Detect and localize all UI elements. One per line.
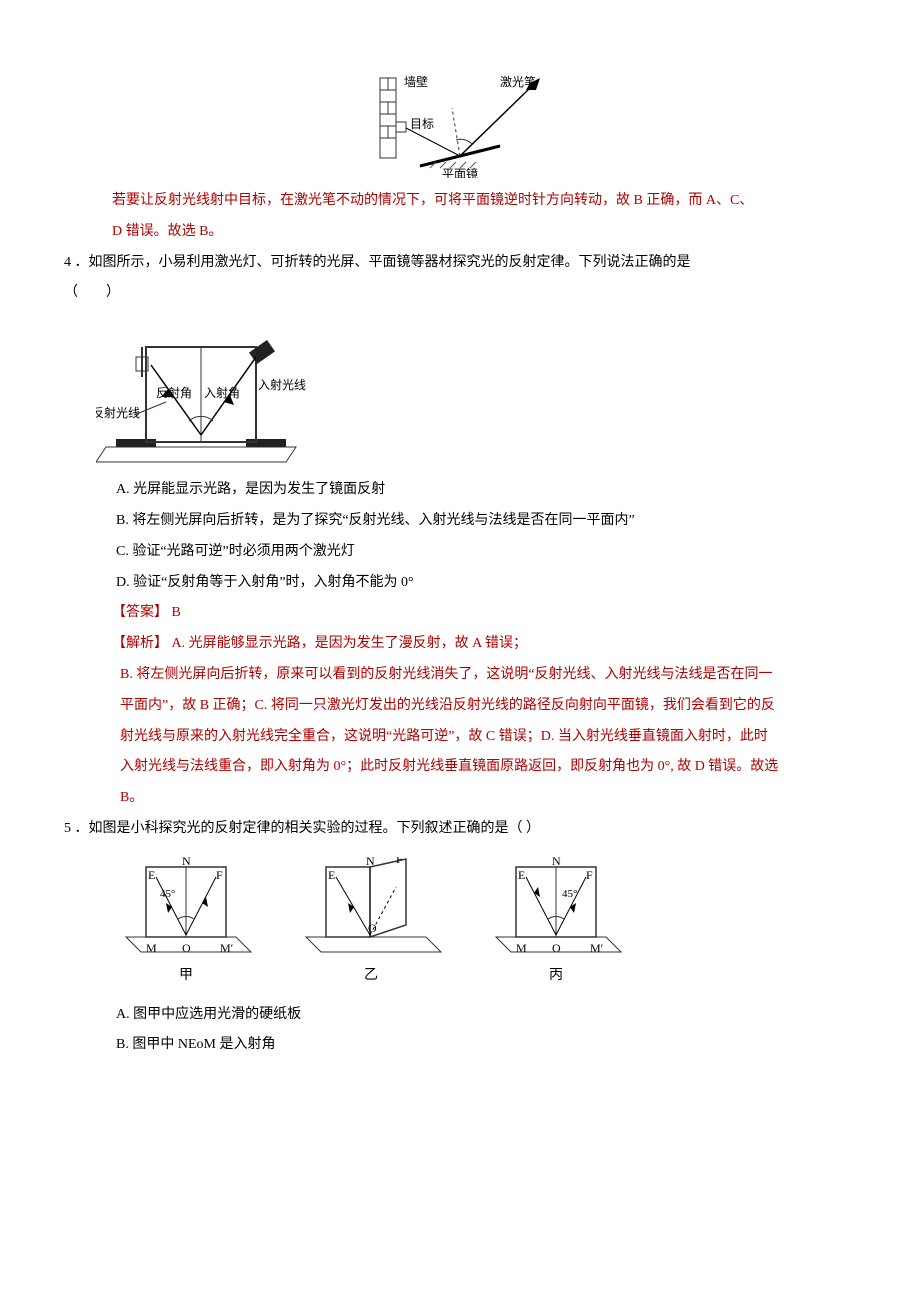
q4-analysis-b5: B。 [120,783,864,814]
q4-answer-label: 【答案】 [112,605,168,620]
q5-figure-bing: E N F M O M′ 45° 丙 [486,857,626,992]
q3-solution-line2: D 错误。故选 B。 [112,217,864,248]
q5-figure-yi: E N F O 乙 [296,857,446,992]
label-M2-bing: M′ [590,941,604,955]
figure-laser-wall: 墙壁 目标 平面镜 激光笔 [56,68,864,178]
q4-analysis-b4: 入射光线与法线重合，即入射角为 0°；此时反射光线垂直镜面原路返回，即反射角也为… [120,752,864,783]
q5-option-b: B. 图甲中 NEoM 是入射角 [116,1030,864,1061]
q4-analysis-b2: 平面内”，故 B 正确；C. 将同一只激光灯发出的光线沿反射光线的路径反向射向平… [120,691,864,722]
q4-answer: B [172,605,181,620]
label-incident-ray: 入射光线 [258,377,306,392]
q4-figure: 反射光线 反射角 入射角 入射光线 [56,317,864,467]
q4-analysis-a: A. 光屏能够显示光路，是因为发生了漫反射，故 A 错误； [172,636,527,651]
q4-option-b: B. 将左侧光屏向后折转，是为了探究“反射光线、入射光线与法线是否在同一平面内” [116,506,864,537]
label-M-bing: M [516,941,527,955]
label-45-bing: 45° [562,888,577,900]
caption-bing: 丙 [486,961,626,992]
q4-stem-row: 4 ．如图所示，小易利用激光灯、可折转的光屏、平面镜等器材探究光的反射定律。下列… [64,248,864,279]
q5-figure-jia: E N F M O M′ 45° 甲 [116,857,256,992]
q5-option-a: A. 图甲中应选用光滑的硬纸板 [116,1000,864,1031]
q4-option-a: A. 光屏能显示光路，是因为发生了镜面反射 [116,475,864,506]
label-M2-jia: M′ [220,941,234,955]
caption-yi: 乙 [296,961,446,992]
q4-option-d: D. 验证“反射角等于入射角”时，入射角不能为 0° [116,568,864,599]
q4-paren: （ ） [64,278,864,309]
label-E-yi: E [328,868,335,882]
q4-analysis-b1: B. 将左侧光屏向后折转，原来可以看到的反射光线消失了，这说明“反射光线、入射光… [120,660,864,691]
label-F-yi: F [396,857,403,866]
q4-option-c: C. 验证“光路可逆”时必须用两个激光灯 [116,537,864,568]
label-E-bing: E [518,868,525,882]
q5-stem: ．如图是小科探究光的反射定律的相关实验的过程。下列叙述正确的是（ ） [75,821,541,836]
q5-number: 5 [64,821,71,836]
label-O-yi: O [368,921,377,935]
caption-jia: 甲 [116,961,256,992]
label-reflect-ray: 反射光线 [96,405,140,420]
label-pen: 激光笔 [500,74,536,89]
label-N-jia: N [182,857,191,868]
q4-stem: ．如图所示，小易利用激光灯、可折转的光屏、平面镜等器材探究光的反射定律。下列说法… [75,255,691,270]
label-incident-angle: 入射角 [204,385,240,400]
label-F-jia: F [216,868,223,882]
label-target: 目标 [410,117,434,131]
q4-answer-row: 【答案】 B [112,598,864,629]
q3-solution-line1: 若要让反射光线射中目标，在激光笔不动的情况下，可将平面镜逆时针方向转动，故 B … [112,186,864,217]
label-N-bing: N [552,857,561,868]
label-wall: 墙壁 [404,74,428,89]
label-O-jia: O [182,941,191,955]
label-N-yi: N [366,857,375,868]
q4-number: 4 [64,255,71,270]
q5-figure-row: E N F M O M′ 45° 甲 E N F O [116,857,864,992]
q4-analysis-label: 【解析】 [112,636,168,651]
label-E-jia: E [148,868,155,882]
label-O-bing: O [552,941,561,955]
label-45-jia: 45° [160,888,175,900]
label-reflect-angle: 反射角 [156,385,192,400]
label-F-bing: F [586,868,593,882]
q5-stem-row: 5 ．如图是小科探究光的反射定律的相关实验的过程。下列叙述正确的是（ ） [64,814,864,845]
q4-analysis-b3: 射光线与原来的入射光线完全重合，这说明“光路可逆”，故 C 错误；D. 当入射光… [120,722,864,753]
label-mirror: 平面镜 [442,166,478,178]
q4-analysis-line-a: 【解析】 A. 光屏能够显示光路，是因为发生了漫反射，故 A 错误； [112,629,864,660]
label-M-jia: M [146,941,157,955]
